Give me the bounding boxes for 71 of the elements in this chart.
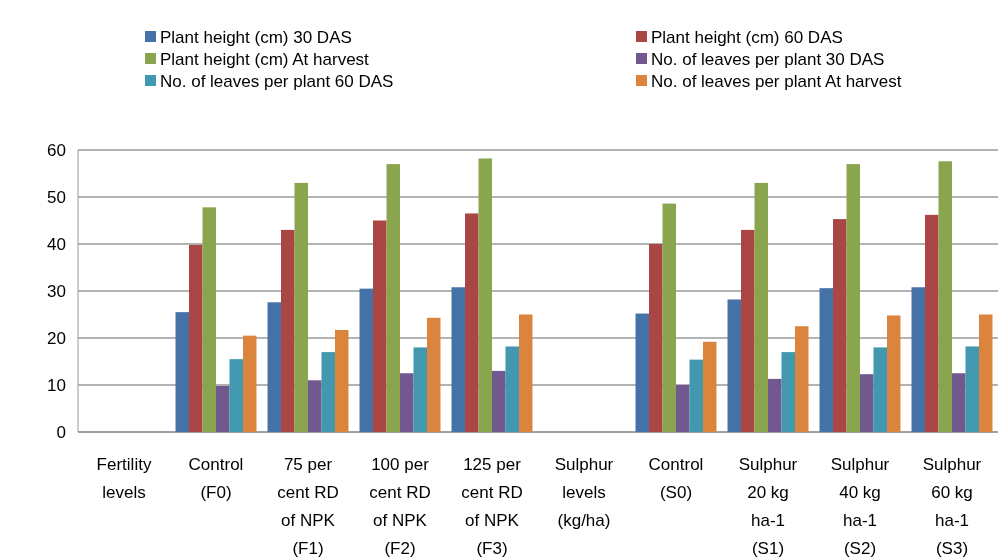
legend-label: Plant height (cm) At harvest bbox=[160, 49, 370, 69]
bar bbox=[202, 207, 216, 432]
bar bbox=[635, 313, 650, 432]
x-tick-label: Control (S0) bbox=[648, 455, 704, 502]
bar bbox=[702, 341, 717, 432]
y-tick-label: 20 bbox=[47, 328, 66, 348]
x-tick-label: Control (F0) bbox=[188, 455, 244, 502]
bar bbox=[294, 182, 308, 432]
x-tick-label: 75 per cent RD of NPK (F1) bbox=[277, 455, 339, 558]
bar bbox=[952, 373, 966, 432]
bar bbox=[518, 314, 533, 432]
legend-label: No. of leaves per plant 30 DAS bbox=[651, 49, 885, 69]
bar bbox=[242, 335, 257, 432]
bar bbox=[386, 164, 400, 432]
bar bbox=[911, 287, 926, 432]
bar bbox=[465, 213, 479, 432]
bar bbox=[768, 378, 782, 432]
bar bbox=[413, 347, 427, 432]
y-tick-label: 30 bbox=[47, 281, 66, 301]
x-tick-label: Fertility levels bbox=[96, 455, 152, 502]
bar bbox=[676, 385, 690, 432]
bar bbox=[794, 326, 809, 432]
bar bbox=[478, 158, 492, 432]
bar bbox=[505, 346, 519, 432]
x-tick-label: 125 per cent RD of NPK (F3) bbox=[461, 455, 523, 558]
legend-label: Plant height (cm) 60 DAS bbox=[651, 27, 843, 47]
x-tick-label: Sulphur 20 kg ha-1 (S1) bbox=[738, 455, 798, 558]
x-tick-label: Sulphur 40 kg ha-1 (S2) bbox=[830, 455, 890, 558]
bar bbox=[846, 164, 860, 432]
bar bbox=[175, 312, 190, 432]
bar bbox=[754, 182, 768, 432]
legend-label: No. of leaves per plant 60 DAS bbox=[160, 71, 394, 91]
x-tick-label: Sulphur 60 kg ha-1 (S3) bbox=[922, 455, 982, 558]
y-tick-label: 10 bbox=[47, 375, 66, 395]
bar bbox=[925, 214, 939, 432]
bar bbox=[649, 244, 663, 432]
bar bbox=[978, 314, 993, 432]
legend-label: Plant height (cm) 30 DAS bbox=[160, 27, 352, 47]
y-tick-label: 50 bbox=[47, 187, 66, 207]
bar bbox=[267, 302, 282, 432]
bar bbox=[938, 161, 952, 432]
bar bbox=[189, 244, 203, 432]
bar bbox=[819, 288, 834, 432]
x-tick-label: Sulphur levels (kg/ha) bbox=[554, 455, 614, 530]
bar bbox=[321, 352, 335, 432]
x-tick-label: 100 per cent RD of NPK (F2) bbox=[369, 455, 431, 558]
bar bbox=[400, 373, 414, 432]
bar bbox=[229, 359, 243, 432]
bar bbox=[662, 203, 676, 432]
bar bbox=[451, 287, 466, 432]
bar bbox=[308, 380, 322, 432]
y-tick-label: 0 bbox=[56, 422, 66, 442]
legend-label: No. of leaves per plant At harvest bbox=[651, 71, 902, 91]
bar bbox=[359, 288, 374, 432]
bar bbox=[833, 219, 847, 432]
bar bbox=[886, 315, 901, 432]
bar bbox=[373, 220, 387, 432]
bar bbox=[965, 346, 979, 432]
bar bbox=[281, 229, 295, 432]
bar bbox=[860, 374, 874, 432]
bar bbox=[727, 299, 742, 432]
bar bbox=[216, 385, 230, 432]
bar bbox=[873, 347, 887, 432]
bar bbox=[741, 229, 755, 432]
bar bbox=[689, 359, 703, 432]
bar bbox=[781, 352, 795, 432]
bar bbox=[492, 370, 506, 432]
y-tick-label: 40 bbox=[47, 234, 66, 254]
bar bbox=[334, 330, 349, 432]
y-tick-label: 60 bbox=[47, 140, 66, 160]
bar bbox=[426, 317, 441, 432]
